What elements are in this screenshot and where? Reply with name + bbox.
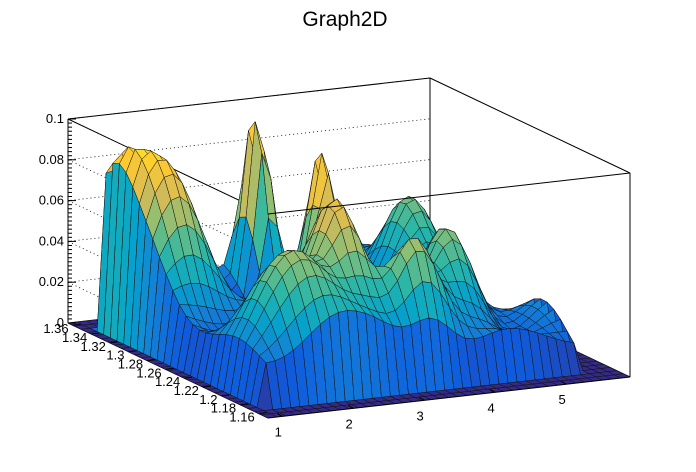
y-tick: [91, 332, 100, 335]
z-tick-label: 0.06: [39, 193, 64, 208]
z-axis: 0 0.02 0.04 0.06 0.08 0.1: [39, 111, 76, 330]
y-tick-label: 1.32: [81, 339, 106, 354]
z-grid-line: [66, 159, 431, 296]
chart-title: Graph2D: [302, 8, 387, 31]
y-tick: [72, 323, 81, 326]
y-tick: [109, 341, 118, 344]
y-tick: [165, 367, 174, 370]
frame-edge: [429, 77, 631, 174]
y-tick-label: 1.28: [118, 357, 143, 372]
y-tick-label: 1.3: [106, 348, 124, 363]
y-tick-label: 1.22: [174, 383, 199, 398]
x-tick: [347, 404, 354, 409]
x-tick: [276, 412, 283, 417]
x-tick: [560, 380, 567, 385]
y-tick: [240, 403, 249, 406]
y-tick-label: 1.18: [211, 401, 236, 416]
y-tick-label: 1.16: [229, 410, 254, 425]
x-tick: [418, 396, 425, 401]
y-tick-label: 1.34: [62, 330, 87, 345]
y-tick: [202, 385, 211, 388]
x-tick-label: 4: [488, 400, 495, 415]
z-tick-label: 0: [57, 315, 64, 330]
z-tick-label: 0.04: [39, 233, 64, 248]
x-tick-label: 1: [275, 424, 282, 439]
frame-front-edges: [267, 172, 631, 419]
y-tick: [147, 359, 156, 362]
y-tick-label: 1.24: [155, 374, 180, 389]
x-tick-label: 3: [417, 408, 424, 423]
x-tick-label: 2: [346, 416, 353, 431]
y-tick: [258, 412, 267, 415]
y-tick: [128, 350, 137, 353]
surface-mesh: [67, 121, 631, 419]
y-axis: 1.161.181.21.221.241.261.281.31.321.341.…: [43, 321, 267, 425]
z-tick-label: 0.08: [39, 152, 64, 167]
frame-edge: [67, 77, 431, 120]
z-grid-line: [66, 118, 431, 256]
y-tick-label: 1.2: [199, 392, 217, 407]
frame-edge: [267, 376, 631, 419]
frame-edge: [267, 172, 631, 215]
y-tick-label: 1.36: [43, 321, 68, 336]
z-tick-label: 0.02: [39, 274, 64, 289]
z-tick-label: 0.1: [46, 111, 64, 126]
y-tick: [184, 376, 193, 379]
y-tick-label: 1.26: [136, 365, 161, 380]
x-tick-label: 5: [559, 392, 566, 407]
y-tick: [221, 394, 230, 397]
x-axis: 1 2 3 4 5: [275, 380, 567, 439]
x-tick: [489, 388, 496, 393]
